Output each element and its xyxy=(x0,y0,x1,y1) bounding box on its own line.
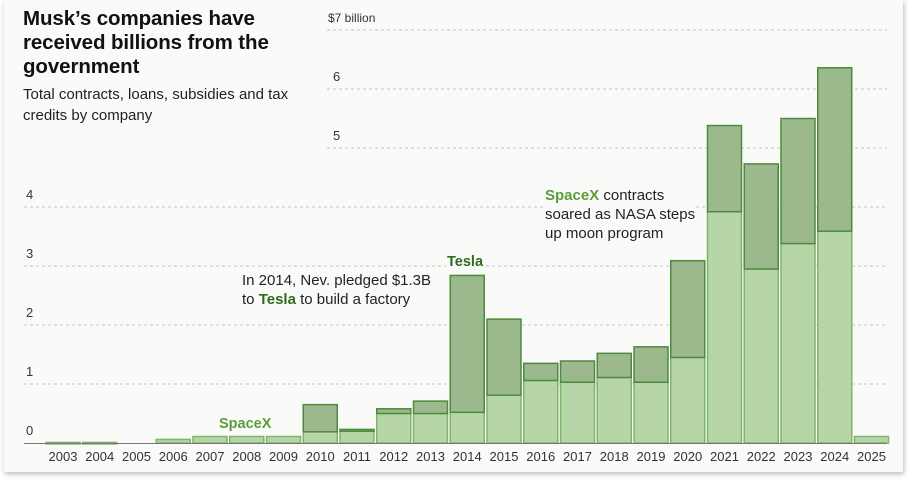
annotation-tesla-name: Tesla xyxy=(258,291,296,308)
annotation-tesla-2014: In 2014, Nev. pledged $1.3B to Tesla to … xyxy=(242,271,432,309)
bar-spacex xyxy=(486,394,522,444)
series-label-spacex: SpaceX xyxy=(218,416,273,432)
y-tick-label: 0 xyxy=(26,423,33,438)
x-tick-label: 2022 xyxy=(747,449,776,464)
x-tick-label: 2004 xyxy=(85,449,114,464)
bar-spacex xyxy=(743,268,779,444)
bar-spacex xyxy=(376,412,412,444)
x-tick-label: 2011 xyxy=(343,449,371,464)
bar-spacex xyxy=(817,230,853,444)
bar-spacex xyxy=(670,356,706,444)
bar-spacex xyxy=(559,381,596,444)
bar-spacex xyxy=(229,435,265,444)
x-tick-label: 2005 xyxy=(122,449,151,464)
x-tick-label: 2017 xyxy=(563,449,592,464)
bar-tesla xyxy=(376,408,412,415)
x-tick-label: 2010 xyxy=(306,449,335,464)
x-tick-label: 2006 xyxy=(159,449,188,464)
annotation-line-1: SpaceX contracts xyxy=(545,186,695,205)
x-axis-labels: 2003 2004 2005 2006 2007 2008 2009 2010 2011 2012… xyxy=(49,449,886,464)
bar-tesla xyxy=(780,117,816,245)
bar-tesla xyxy=(412,400,449,415)
y-tick-label: 2 xyxy=(26,305,33,320)
x-tick-label: 2014 xyxy=(453,449,482,464)
y-tick-label: 4 xyxy=(26,187,33,202)
x-tick-label: 2023 xyxy=(784,449,813,464)
bars xyxy=(45,67,890,445)
bar-spacex xyxy=(853,435,890,444)
bar-tesla xyxy=(302,403,338,433)
x-tick-label: 2019 xyxy=(637,449,666,464)
bar-spacex xyxy=(523,379,559,444)
x-tick-label: 2021 xyxy=(710,449,739,464)
bar-tesla xyxy=(339,428,375,432)
bar-tesla xyxy=(633,346,669,383)
y-axis-labels: 0 1 2 3 4 5 6 $7 billion xyxy=(26,11,375,438)
y-tick-label: 3 xyxy=(26,246,33,261)
x-tick-label: 2018 xyxy=(600,449,629,464)
annotation-line-3: up moon program xyxy=(545,225,664,242)
bar-spacex xyxy=(302,431,338,444)
bar-tesla xyxy=(449,274,485,414)
x-tick-label: 2013 xyxy=(416,449,445,464)
bar-tesla xyxy=(559,360,596,383)
bar-spacex xyxy=(596,376,632,444)
x-tick-label: 2025 xyxy=(857,449,886,464)
annotation-spacex-moon: SpaceX contracts soared as NASA steps up… xyxy=(545,186,696,243)
series-label-tesla: Tesla xyxy=(446,254,485,270)
bar-spacex xyxy=(633,381,669,444)
bar-spacex xyxy=(339,430,375,444)
bar-tesla xyxy=(743,163,779,270)
annotation-to: to xyxy=(242,291,259,308)
bar-spacex xyxy=(412,412,449,444)
x-tick-label: 2024 xyxy=(820,449,849,464)
y-tick-label: $7 billion xyxy=(328,11,375,25)
chart-subtitle: Total contracts, loans, subsidies and ta… xyxy=(23,86,289,124)
bar-spacex xyxy=(155,438,191,444)
bar-spacex xyxy=(706,210,743,444)
annotation-post: contracts xyxy=(599,187,665,204)
x-tick-label: 2003 xyxy=(49,449,78,464)
bar-spacex xyxy=(780,242,816,444)
bar-tesla xyxy=(523,362,559,382)
annotation-line-2: to Tesla to build a factory xyxy=(242,290,431,309)
bar-tesla xyxy=(706,124,743,213)
annotation-line-2: soared as NASA steps xyxy=(545,206,696,223)
annotation-post: to build a factory xyxy=(295,291,411,308)
x-tick-label: 2009 xyxy=(269,449,298,464)
bar-spacex xyxy=(192,435,228,444)
bar-spacex xyxy=(449,411,485,444)
x-tick-label: 2016 xyxy=(526,449,555,464)
bar-tesla xyxy=(670,259,706,359)
y-tick-label: 6 xyxy=(333,69,340,84)
annotation-spacex-name: SpaceX xyxy=(545,187,600,204)
x-tick-label: 2020 xyxy=(673,449,702,464)
x-tick-label: 2008 xyxy=(232,449,261,464)
bar-tesla xyxy=(817,67,853,232)
x-tick-label: 2012 xyxy=(379,449,408,464)
chart-title: Musk’s companies have received billions … xyxy=(23,7,269,78)
annotation-line-1: In 2014, Nev. pledged $1.3B xyxy=(242,272,432,289)
bar-tesla xyxy=(596,352,632,379)
y-tick-label: 1 xyxy=(26,364,33,379)
x-tick-label: 2015 xyxy=(490,449,519,464)
bar-spacex xyxy=(265,435,302,444)
bar-tesla xyxy=(486,318,522,396)
y-tick-label: 5 xyxy=(333,128,340,143)
x-tick-label: 2007 xyxy=(196,449,225,464)
